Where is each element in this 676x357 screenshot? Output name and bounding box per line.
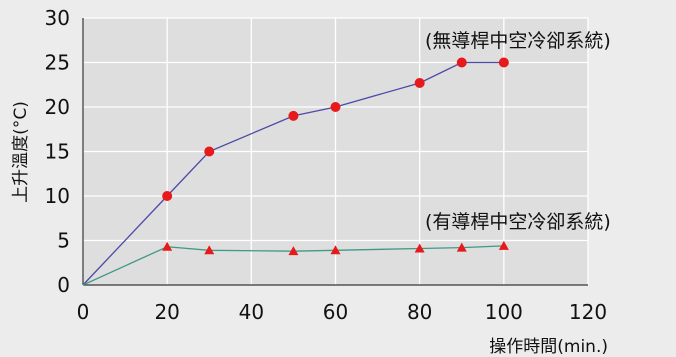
y-tick-label: 25 xyxy=(45,51,70,75)
y-axis-title: 上升溫度(°C) xyxy=(11,101,31,203)
x-tick-labels: 0 20 40 60 80 100 120 xyxy=(77,300,607,324)
series-group xyxy=(82,57,509,286)
series-label-with-guide: (有導桿中空冷卻系統) xyxy=(425,211,611,233)
x-tick-label: 0 xyxy=(77,300,90,324)
x-axis-title: 操作時間(min.) xyxy=(489,337,608,357)
axes xyxy=(82,18,588,286)
data-point-triangle xyxy=(204,245,215,255)
series-line-1 xyxy=(82,245,504,286)
series-line-0 xyxy=(82,61,504,286)
data-point-triangle xyxy=(456,242,467,252)
data-point-circle xyxy=(414,77,425,88)
x-tick-label: 60 xyxy=(323,300,348,324)
y-tick-label: 5 xyxy=(57,229,70,253)
y-tick-label: 10 xyxy=(45,184,70,208)
x-tick-label: 80 xyxy=(407,300,432,324)
data-point-circle xyxy=(330,102,341,112)
y-tick-label: 15 xyxy=(45,140,70,164)
x-tick-label: 120 xyxy=(569,300,607,324)
y-tick-label: 0 xyxy=(57,273,70,297)
x-tick-label: 40 xyxy=(239,300,264,324)
data-point-circle xyxy=(498,57,509,68)
data-point-circle xyxy=(288,110,299,121)
data-point-triangle xyxy=(414,243,425,253)
data-point-triangle xyxy=(498,240,509,250)
y-tick-label: 30 xyxy=(45,6,70,30)
data-point-circle xyxy=(162,191,173,201)
y-tick-labels: 0 5 10 15 20 25 30 xyxy=(45,6,70,297)
data-point-circle xyxy=(204,146,215,157)
data-point-triangle xyxy=(162,241,173,251)
data-point-triangle xyxy=(288,246,299,256)
y-tick-label: 20 xyxy=(45,95,70,119)
data-point-circle xyxy=(456,57,467,68)
x-tick-label: 100 xyxy=(485,300,523,324)
data-point-triangle xyxy=(330,245,341,255)
series-label-no-guide: (無導桿中空冷卻系統) xyxy=(425,30,611,52)
x-tick-label: 20 xyxy=(154,300,179,324)
